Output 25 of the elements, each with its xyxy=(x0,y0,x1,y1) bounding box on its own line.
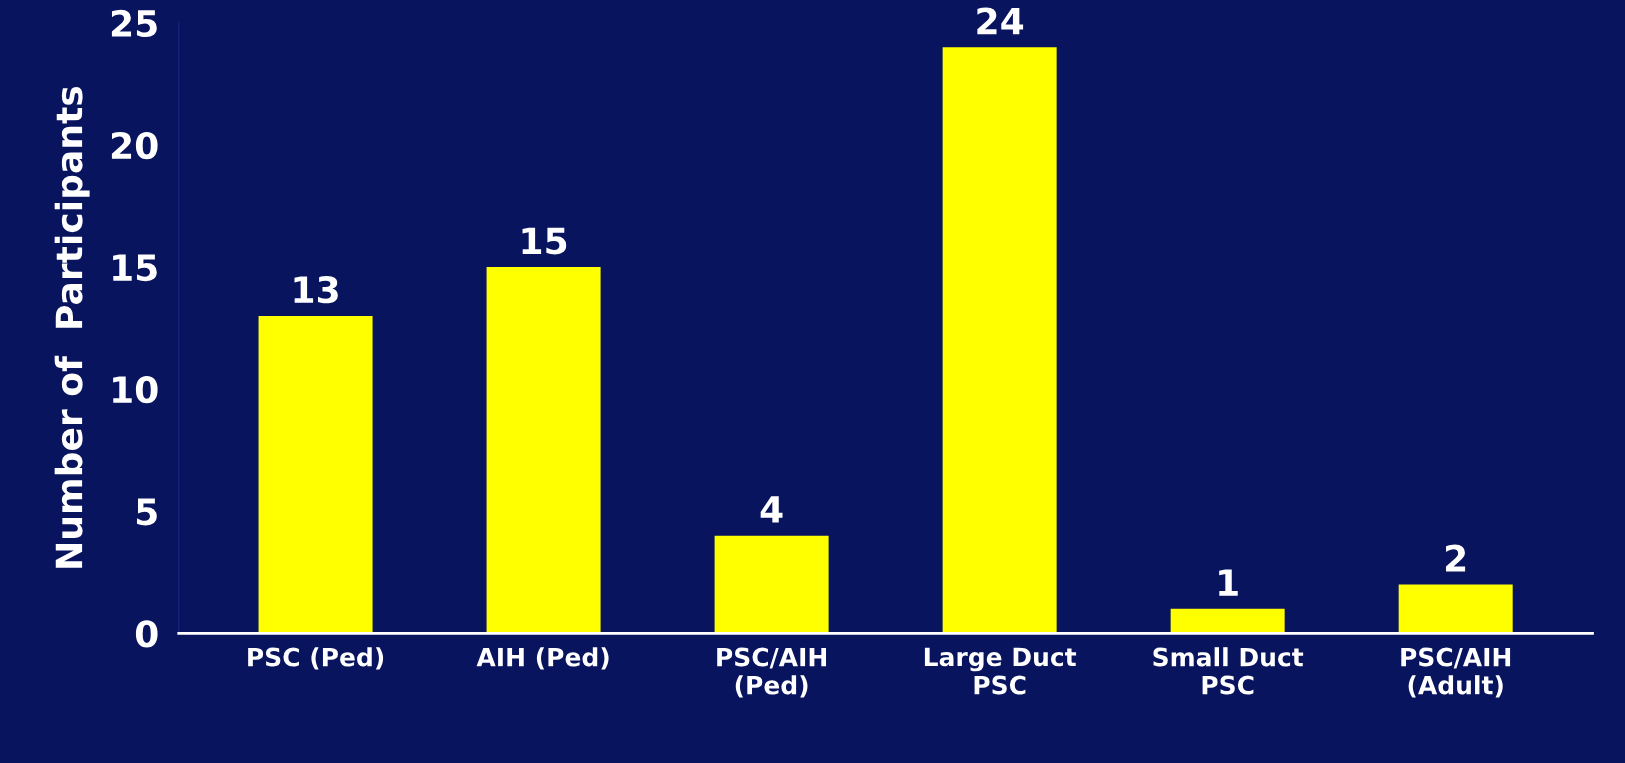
bar xyxy=(486,267,601,634)
bar xyxy=(942,47,1057,634)
y-tick-label: 20 xyxy=(111,131,158,160)
data-label: 15 xyxy=(522,227,567,255)
y-axis-title: Number of Participants xyxy=(54,86,90,568)
x-tick-label: PSC (Ped) xyxy=(248,647,384,670)
data-label: 2 xyxy=(1445,544,1466,572)
x-tick-label: PSC/AIH (Ped) xyxy=(717,647,827,698)
x-tick-label: AIH (Ped) xyxy=(476,647,609,670)
data-label: 13 xyxy=(294,276,338,304)
x-tick-label: Large Duct PSC xyxy=(924,647,1077,695)
y-tick-label: 25 xyxy=(111,9,157,38)
data-label: 4 xyxy=(760,496,783,523)
data-label: 24 xyxy=(977,7,1024,35)
x-tick-label: PSC/AIH (Adult) xyxy=(1401,647,1511,698)
bar xyxy=(258,315,373,634)
data-label: 1 xyxy=(1219,569,1238,596)
bar xyxy=(1398,584,1513,634)
y-tick-label: 15 xyxy=(113,254,157,282)
x-tick-label: Small Duct PSC xyxy=(1153,647,1304,695)
bar xyxy=(1170,608,1285,634)
bar xyxy=(714,535,829,634)
y-tick-label: 0 xyxy=(135,620,158,648)
y-tick-label: 10 xyxy=(113,376,158,404)
y-tick-label: 5 xyxy=(136,498,157,526)
